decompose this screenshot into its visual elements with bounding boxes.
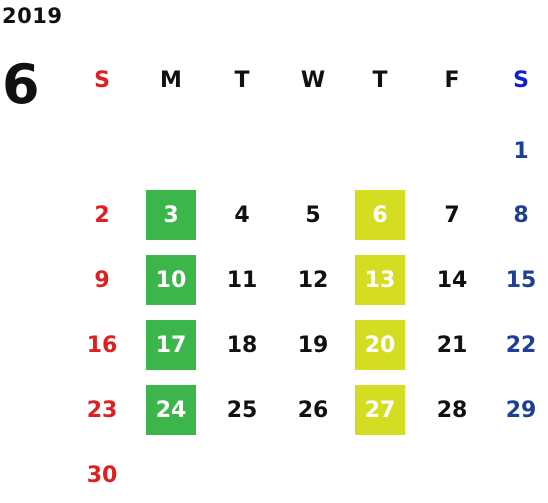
weekday-wed: W (300, 67, 326, 93)
day-cell-22: 22 (505, 332, 537, 358)
day-cell-3: 3 (146, 190, 196, 240)
day-cell-12: 12 (297, 267, 329, 293)
weekday-thu: T (372, 67, 388, 93)
weekday-sun: S (94, 67, 110, 93)
day-cell-20: 20 (355, 320, 405, 370)
day-cell-4: 4 (234, 202, 250, 228)
day-cell-11: 11 (226, 267, 258, 293)
day-cell-24: 24 (146, 385, 196, 435)
day-cell-14: 14 (436, 267, 468, 293)
day-cell-25: 25 (226, 397, 258, 423)
day-cell-21: 21 (436, 332, 468, 358)
weekday-fri: F (444, 67, 460, 93)
year-label: 2019 (2, 4, 63, 28)
day-cell-28: 28 (436, 397, 468, 423)
day-cell-16: 16 (86, 332, 118, 358)
day-cell-1: 1 (513, 138, 529, 164)
day-cell-30: 30 (86, 462, 118, 488)
day-cell-13: 13 (355, 255, 405, 305)
day-cell-17: 17 (146, 320, 196, 370)
weekday-sat: S (513, 67, 529, 93)
day-cell-29: 29 (505, 397, 537, 423)
weekday-tue: T (234, 67, 250, 93)
month-number: 6 (2, 53, 40, 116)
weekday-mon: M (160, 67, 182, 93)
day-cell-7: 7 (444, 202, 460, 228)
day-cell-19: 19 (297, 332, 329, 358)
day-cell-2: 2 (94, 202, 110, 228)
day-cell-6: 6 (355, 190, 405, 240)
day-cell-15: 15 (505, 267, 537, 293)
day-cell-23: 23 (86, 397, 118, 423)
day-cell-26: 26 (297, 397, 329, 423)
day-cell-10: 10 (146, 255, 196, 305)
day-cell-8: 8 (513, 202, 529, 228)
day-cell-27: 27 (355, 385, 405, 435)
day-cell-5: 5 (305, 202, 321, 228)
day-cell-9: 9 (94, 267, 110, 293)
day-cell-18: 18 (226, 332, 258, 358)
